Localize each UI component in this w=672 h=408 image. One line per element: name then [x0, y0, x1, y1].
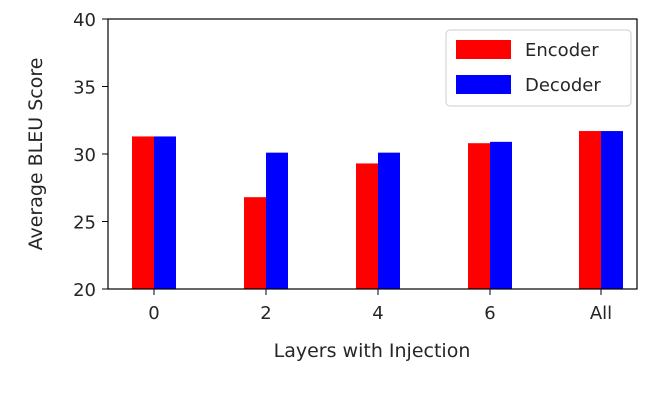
bar-encoder-6: [468, 143, 490, 289]
bar-decoder-0: [154, 136, 176, 289]
bars-group: [132, 131, 623, 289]
x-tick-label: All: [590, 303, 612, 324]
legend: Encoder Decoder: [445, 29, 632, 107]
bar-encoder-All: [579, 131, 601, 289]
bar-decoder-4: [378, 152, 400, 289]
x-axis-label: Layers with Injection: [274, 340, 471, 362]
y-tick-label: 30: [73, 145, 96, 166]
bar-encoder-4: [356, 163, 378, 289]
bar-decoder-All: [601, 131, 623, 289]
x-tick-label: 4: [372, 303, 383, 324]
x-tick-label: 0: [148, 303, 159, 324]
y-axis-label: Average BLEU Score: [25, 58, 47, 251]
legend-swatch-decoder: [456, 75, 511, 94]
legend-swatch-encoder: [456, 40, 511, 59]
bar-decoder-6: [490, 141, 512, 289]
y-tick-label: 35: [73, 78, 96, 99]
y-tick-label: 40: [73, 10, 96, 31]
bar-decoder-2: [266, 152, 288, 289]
y-tick-label: 20: [73, 280, 96, 301]
bar-encoder-0: [132, 136, 154, 289]
legend-label-encoder: Encoder: [525, 40, 599, 61]
x-tick-label: 6: [484, 303, 495, 324]
x-tick-label: 2: [260, 303, 271, 324]
legend-label-decoder: Decoder: [525, 75, 601, 96]
y-axis: 20 25 30 35 40: [73, 10, 108, 301]
x-axis: 0 2 4 6 All: [148, 289, 612, 324]
bar-encoder-2: [244, 197, 266, 289]
y-tick-label: 25: [73, 213, 96, 234]
